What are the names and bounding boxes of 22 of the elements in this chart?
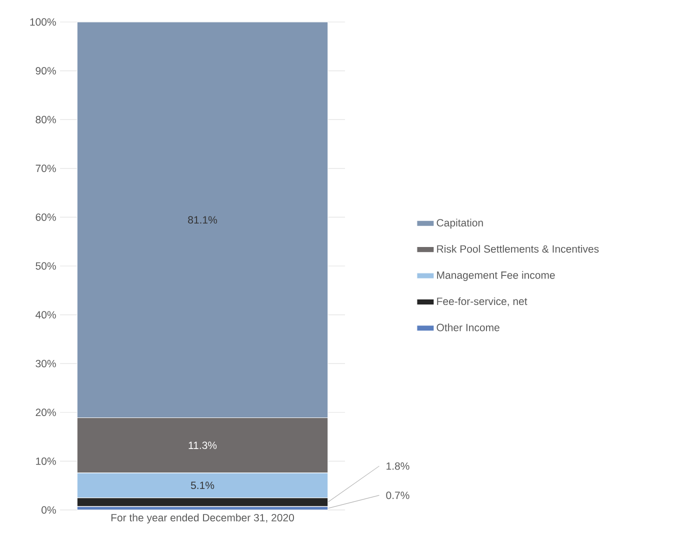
legend-label: Other Income: [436, 324, 500, 332]
y-tick-label: 40%: [36, 311, 56, 319]
y-tick-label: 70%: [36, 164, 56, 172]
legend-label: Risk Pool Settlements & Incentives: [437, 244, 599, 253]
x-tick-label: For the year ended December 31, 2020: [111, 514, 294, 524]
data-label: 0.7%: [386, 492, 410, 500]
legend-label: Fee-for-service, net: [437, 297, 528, 306]
legend-label: Capitation: [436, 218, 483, 229]
y-tick-label: 60%: [36, 213, 56, 221]
data-label: 5.1%: [190, 482, 214, 490]
y-tick-label: 100%: [30, 18, 56, 26]
data-label: 1.8%: [386, 462, 410, 470]
data-label: 11.3%: [188, 442, 217, 450]
y-tick-label: 0%: [42, 506, 56, 514]
data-label: 81.1%: [188, 216, 218, 224]
y-tick-label: 50%: [36, 262, 56, 270]
y-tick-label: 20%: [36, 408, 56, 416]
legend-label: Management Fee income: [437, 271, 555, 281]
y-tick-label: 80%: [36, 116, 56, 124]
y-tick-label: 90%: [36, 67, 56, 75]
y-tick-label: 10%: [36, 457, 56, 465]
y-tick-label: 30%: [36, 360, 56, 368]
